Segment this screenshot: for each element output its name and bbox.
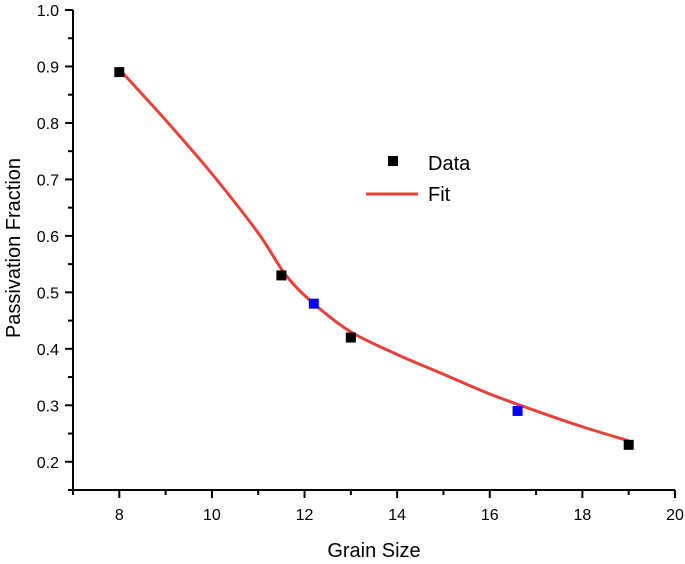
- y-axis-title: Passivation Fraction: [3, 158, 25, 338]
- y-tick-label: 1.0: [37, 3, 59, 20]
- x-tick-label: 16: [481, 507, 499, 524]
- data-point: [512, 405, 523, 416]
- legend-data-marker: [388, 156, 398, 166]
- x-tick-label: 18: [573, 507, 591, 524]
- data-point: [308, 298, 319, 309]
- legend: Data Fit: [366, 153, 471, 206]
- plot-area: [114, 67, 634, 450]
- x-tick-label: 20: [666, 507, 684, 524]
- y-tick-label: 0.6: [37, 229, 59, 246]
- axes: [72, 10, 675, 491]
- fit-line: [118, 68, 630, 443]
- y-tick-label: 0.7: [37, 172, 59, 189]
- data-point: [623, 439, 634, 450]
- y-tick-label: 0.3: [37, 398, 59, 415]
- legend-data-label: Data: [428, 153, 471, 175]
- y-tick-label: 0.9: [37, 59, 59, 76]
- x-ticks: 8 10 12 14 16 18 20: [72, 490, 684, 524]
- x-tick-label: 12: [296, 507, 314, 524]
- legend-fit-label: Fit: [428, 184, 451, 206]
- y-tick-label: 0.5: [37, 285, 59, 302]
- y-tick-label: 0.2: [37, 455, 59, 472]
- x-tick-label: 8: [115, 507, 124, 524]
- data-point: [114, 67, 125, 78]
- data-point: [345, 332, 356, 343]
- x-tick-label: 14: [388, 507, 406, 524]
- data-point: [276, 270, 287, 281]
- x-tick-label: 10: [203, 507, 221, 524]
- y-tick-label: 0.8: [37, 116, 59, 133]
- y-tick-label: 0.4: [37, 342, 59, 359]
- x-axis-title: Grain Size: [327, 540, 420, 562]
- y-ticks: 0.2 0.3 0.4 0.5 0.6 0.7 0.8 0.9 1.0: [37, 3, 73, 491]
